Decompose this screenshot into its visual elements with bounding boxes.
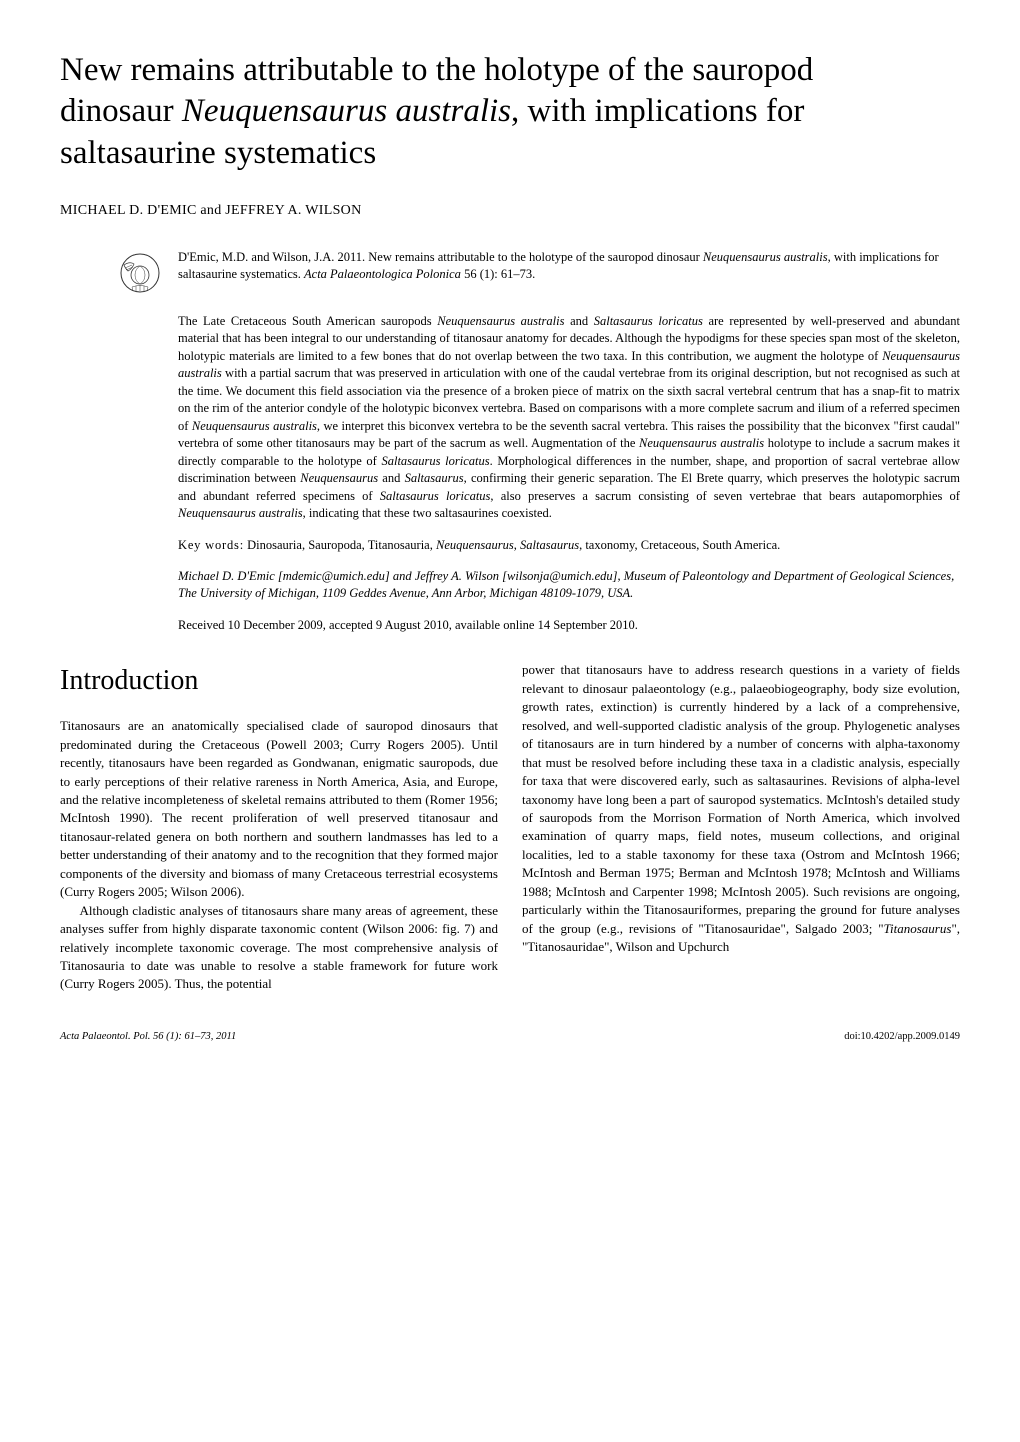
right-column: power that titanosaurs have to address r… (522, 661, 960, 994)
article-title: New remains attributable to the holotype… (60, 50, 960, 174)
citation-post: 56 (1): 61–73. (461, 267, 535, 281)
keywords-italic2: Saltasaurus (520, 538, 579, 552)
keywords-line: Key words: Dinosauria, Sauropoda, Titano… (178, 537, 960, 554)
keywords-text: Dinosauria, Sauropoda, Titanosauria, (244, 538, 436, 552)
citation-italic1: Neuquensaurus australis (703, 250, 828, 264)
footer-doi: doi:10.4202/app.2009.0149 (844, 1030, 960, 1044)
title-line2-italic: Neuquensaurus australis (182, 93, 511, 129)
journal-logo-icon (118, 251, 162, 295)
body-columns: Introduction Titanosaurs are an anatomic… (60, 661, 960, 994)
title-line2-post: , with implications for (511, 93, 804, 129)
author-affiliation: Michael D. D'Emic [mdemic@umich.edu] and… (178, 568, 960, 603)
footer-left: Acta Palaeontol. Pol. 56 (1): 61–73, 201… (60, 1030, 236, 1044)
title-line2-pre: dinosaur (60, 93, 182, 129)
title-line3: saltasaurine systematics (60, 135, 376, 171)
title-line1: New remains attributable to the holotype… (60, 52, 813, 88)
received-dates: Received 10 December 2009, accepted 9 Au… (178, 617, 960, 634)
keywords-post: , taxonomy, Cretaceous, South America. (579, 538, 780, 552)
introduction-heading: Introduction (60, 661, 498, 701)
citation-pre: D'Emic, M.D. and Wilson, J.A. 2011. New … (178, 250, 703, 264)
keywords-label: Key words: (178, 538, 244, 552)
page-footer: Acta Palaeontol. Pol. 56 (1): 61–73, 201… (60, 1030, 960, 1044)
body-p1: Titanosaurs are an anatomically speciali… (60, 717, 498, 902)
citation-italic2: Acta Palaeontologica Polonica (304, 267, 461, 281)
citation-row: D'Emic, M.D. and Wilson, J.A. 2011. New … (118, 249, 960, 295)
body-p2: Although cladistic analyses of titanosau… (60, 902, 498, 994)
citation-text: D'Emic, M.D. and Wilson, J.A. 2011. New … (178, 249, 960, 284)
left-column: Introduction Titanosaurs are an anatomic… (60, 661, 498, 994)
body-p3: power that titanosaurs have to address r… (522, 661, 960, 956)
authors-line: MICHAEL D. D'EMIC and JEFFREY A. WILSON (60, 202, 960, 221)
abstract-text: The Late Cretaceous South American sauro… (178, 313, 960, 523)
keywords-italic1: Neuquensaurus (436, 538, 514, 552)
